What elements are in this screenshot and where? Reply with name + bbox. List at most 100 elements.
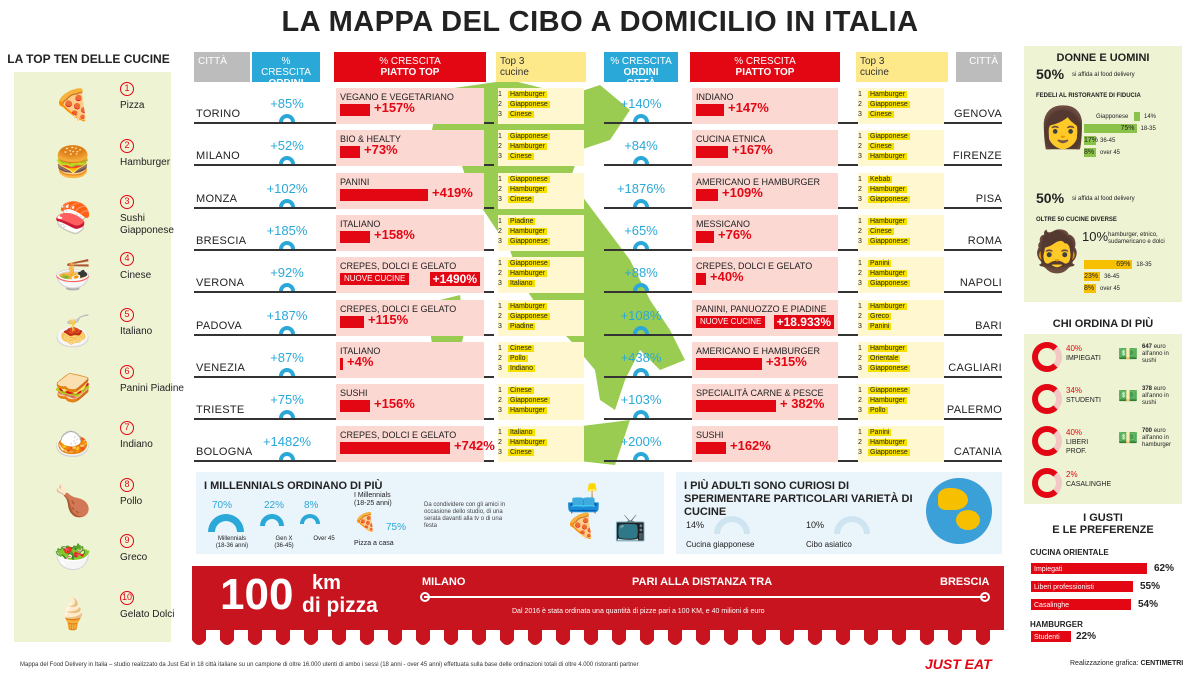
top3-rank: 2 [858,270,862,278]
dish-bar [696,357,762,370]
dish-name: SUSHI [696,430,724,441]
top3-cuisine: Giapponese [868,449,910,457]
banner-from: MILANO [422,576,466,588]
cuisine-name: Pizza [120,100,145,111]
women-bar-label: 18-35 [1140,126,1156,132]
top3-item: 1 Hamburger [858,217,908,226]
city-name: VERONA [196,277,245,290]
women-head: FEDELI AL RISTORANTE DI FIDUCIA [1036,93,1141,99]
top3-cuisine: Giapponese [508,237,550,245]
top3-rank: 3 [498,237,502,245]
dish-pct: +40% [710,269,744,285]
top3-item: 3 Giapponese [858,237,910,246]
top3-item: 1 Cinese [498,386,534,395]
dish-name: VEGANO E VEGETARIANO [340,92,454,102]
top3-cuisine: Hamburger [868,91,908,98]
top3-item: 1 Hamburger [858,302,908,311]
dish-cell: CREPES, DOLCI E GELATO +115% [336,299,484,336]
top3-rank: 1 [498,387,502,395]
top3-item: 2 Cinese [858,227,894,236]
top3-item: 3 Giapponese [858,448,910,457]
dish-name: CUCINA ETNICA [696,134,766,145]
dish-bar [340,230,370,243]
oriental-value: 54% [1138,599,1159,610]
men-bar-label: 36-45 [1104,274,1120,280]
city-growth: +102% [266,180,308,196]
dish-pct: +419% [432,184,473,200]
top3-item: 2 Hamburger [858,269,908,278]
top3-item: 1 Giapponese [498,259,550,268]
cuisine-item: 🍣 3 Sushi Giapponese [22,195,174,247]
women-bar: 8% [1084,148,1096,157]
city-name: FIRENZE [952,150,1002,163]
dish-name: CREPES, DOLCI E GELATO [340,261,457,272]
top3-rank: 3 [858,153,862,161]
top3-rank: 1 [498,217,502,225]
top3-cuisine: Cinese [508,449,534,457]
chi-donut-icon [1032,468,1062,498]
top3-cell: 1 Giapponese 2 Hamburger 3 Cinese [498,172,584,209]
donne-title: DONNE E UOMINI [1056,52,1150,64]
top3-item: 3 Cinese [498,152,534,161]
top3-rank: 3 [498,111,502,118]
top3-item: 3 Cinese [498,448,534,457]
top3-item: 1 Giapponese [858,132,910,141]
top3-cuisine: Hamburger [868,185,908,193]
men-bar-label: over 45 [1100,286,1121,292]
chi-ordina-panel: CHI ORDINA DI PIÙ 40% IMPIEGATI 💵 647 euro … [1024,312,1182,504]
top3-cell: 1 Panini 2 Hamburger 3 Giapponese [858,257,944,294]
top3-rank: 3 [498,153,502,161]
dish-cell: INDIANO +147% [692,88,838,124]
adult-label: Cucina giapponese [686,540,755,549]
top3-cuisine: Hamburger [868,270,908,278]
women-bar-value: 14% [1144,114,1157,120]
top3-item: 3 Giapponese [858,364,910,373]
top3-cuisine: Giapponese [508,260,550,268]
top3-rank: 2 [498,397,502,405]
top3-rank: 1 [858,387,862,395]
cuisine-item: 🍔 2 Hamburger [22,138,172,191]
credit: Realizzazione grafica: CENTIMETRI [1070,660,1184,667]
women-bar-value: 75% [1120,125,1135,132]
hamburger-bar: Studenti [1030,630,1072,643]
dish-pct: +4% [347,353,374,369]
top3-item: 2 Orientale [858,354,901,363]
dish-name: AMERICANO E HAMBURGER [696,176,821,187]
top3-item: 1 Hamburger [858,344,908,353]
cuisine-name: Pollo [120,495,143,507]
top3-cuisine: Piadine [508,217,536,225]
cuisine-rank: 1 [120,82,134,96]
gusti-title2: E LE PREFERENZE [1052,524,1154,536]
top3-cuisine: Orientale [868,354,901,362]
top3-cuisine: Italiano [508,429,535,437]
gusti-title1: I GUSTI [1083,512,1123,524]
city-growth: +92% [270,265,304,281]
top3-item: 2 Hamburger [858,185,908,194]
top3-rank: 2 [498,270,502,278]
sofa-icon: 🛋️ [566,483,601,514]
dish-name: BIO & HEALTY [340,134,401,145]
top3-cuisine: Cinese [508,195,534,203]
top3-cell: 1 Giapponese 2 Hamburger 3 Italiano [498,257,584,294]
money-icon: 💵 [1118,346,1138,363]
hamburger-value: 22% [1076,631,1097,642]
dish-pct: +73% [364,142,398,158]
top3-cuisine: Giapponese [508,101,550,108]
banner-pizza: di pizza [302,594,378,617]
men-bar-label: 18-35 [1136,262,1152,268]
dish-bar [340,188,428,201]
women-bar-label: over 45 [1100,150,1121,156]
top3-item: 1 Hamburger [858,90,908,99]
adult-pct: 10% [806,520,825,530]
men-10-text: hamburger, etnico, sudamericano e dolci [1108,232,1165,245]
top3-cuisine: Giapponese [868,237,910,245]
pizza-millennials: I Millennials (18-25 anni) [354,492,392,507]
city-name: PALERMO [946,404,1002,417]
chi-title: CHI ORDINA DI PIÙ [1024,312,1182,334]
city-name: PISA [975,192,1002,205]
top3-item: 1 Giapponese [858,386,910,395]
top3-cuisine: Hamburger [868,439,908,447]
men-bar: 69% [1084,260,1133,269]
top3-cuisine: Hamburger [868,217,908,225]
pizza-label: Pizza a casa [354,540,394,547]
